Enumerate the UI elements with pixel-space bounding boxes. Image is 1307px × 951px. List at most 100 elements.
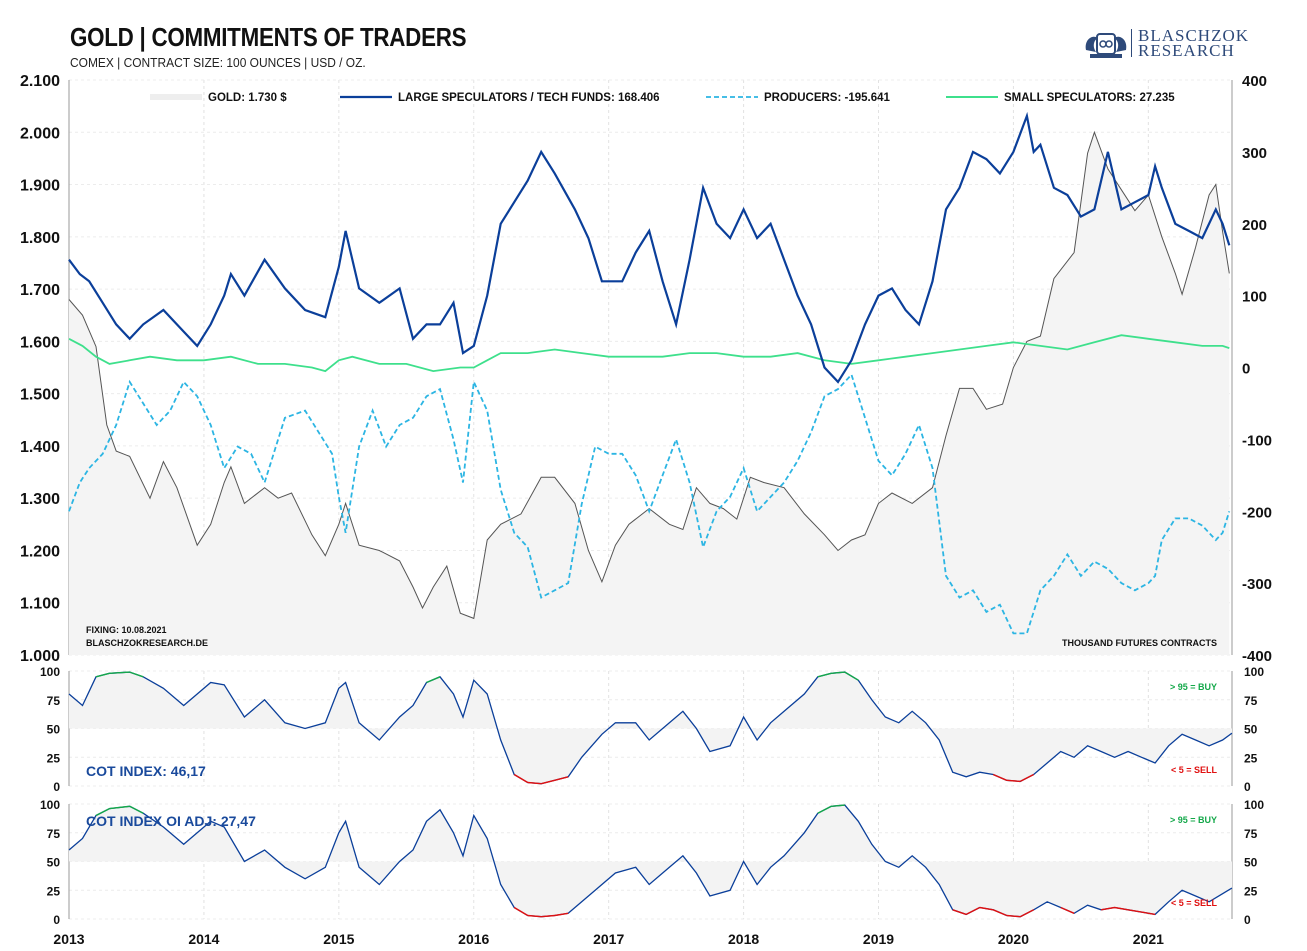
x-axis-tick-label: 2020 (998, 931, 1029, 947)
index-left-tick-label: 75 (47, 694, 61, 708)
index-left-tick-label: 0 (53, 913, 60, 927)
sell-zone-segment (1100, 906, 1115, 911)
left-axis-tick-label: 1.500 (20, 387, 60, 404)
index-right-tick-label: 0 (1244, 913, 1251, 927)
sell-zone-segment (554, 912, 569, 917)
x-axis-tick-label: 2013 (53, 931, 84, 947)
x-axis-tick-label: 2018 (728, 931, 759, 947)
sell-zone-segment (527, 781, 542, 785)
logo-line2: RESEARCH (1138, 41, 1235, 60)
index-line (68, 671, 1233, 785)
sell-zone-segment (1006, 779, 1021, 783)
legend-label-small_specs: SMALL SPECULATORS: 27.235 (1004, 92, 1175, 104)
left-axis-tick-label: 1.000 (20, 648, 60, 665)
index-right-tick-label: 100 (1244, 798, 1264, 812)
x-axis-tick-label: 2021 (1133, 931, 1164, 947)
x-axis-tick-label: 2014 (188, 931, 219, 947)
legend-label-large_specs: LARGE SPECULATORS / TECH FUNDS: 168.406 (398, 92, 660, 104)
index-left-tick-label: 100 (40, 798, 60, 812)
index-left-tick-label: 75 (47, 827, 61, 841)
right-axis-tick-label: 200 (1242, 217, 1267, 234)
buy-zone-segment (817, 805, 832, 814)
sell-threshold-label: < 5 = SELL (1171, 765, 1218, 775)
right-axis-tick-label: 100 (1242, 289, 1267, 306)
right-axis-tick-label: 400 (1242, 73, 1267, 90)
sell-zone-segment (1114, 906, 1129, 911)
index-left-tick-label: 25 (47, 884, 61, 898)
logo-line1: BLASCHZOK (1138, 26, 1250, 45)
left-axis-tick-label: 1.800 (20, 230, 60, 247)
logo-divider (1131, 29, 1132, 57)
index-left-tick-label: 100 (40, 665, 60, 679)
buy-zone-segment (109, 805, 130, 810)
index-right-tick-label: 0 (1244, 780, 1251, 794)
buy-zone-segment (426, 676, 441, 684)
buy-threshold-label: > 95 = BUY (1170, 682, 1217, 692)
producers-line (68, 372, 1231, 635)
x-axis-tick-label: 2017 (593, 931, 624, 947)
sell-zone-segment (992, 773, 1007, 781)
sell-zone-segment (965, 906, 981, 916)
sell-zone-segment (527, 914, 542, 918)
left-axis-tick-label: 1.900 (20, 178, 60, 195)
buy-zone-segment (109, 671, 130, 674)
lion-crest-icon (1085, 33, 1127, 58)
index-area (69, 805, 1232, 917)
legend-label-producers: PRODUCERS: -195.641 (764, 92, 891, 104)
sell-zone-segment (513, 773, 529, 784)
index-right-tick-label: 75 (1244, 694, 1258, 708)
left-axis-tick-label: 1.600 (20, 334, 60, 351)
sell-threshold-label: < 5 = SELL (1171, 898, 1218, 908)
buy-zone-segment (129, 671, 144, 678)
sell-zone-segment (513, 906, 529, 917)
sell-zone-segment (1019, 909, 1035, 918)
left-axis-tick-label: 1.100 (20, 596, 60, 613)
cot-index-oi-adj-label: COT INDEX OI ADJ: 27,47 (86, 813, 256, 829)
left-axis-tick-label: 1.700 (20, 282, 60, 299)
large-speculators-line (68, 111, 1231, 384)
buy-zone-segment (95, 807, 110, 817)
sell-zone-segment (992, 909, 1007, 917)
page-subtitle: COMEX | CONTRACT SIZE: 100 OUNCES | USD … (70, 55, 366, 70)
unit-note: THOUSAND FUTURES CONTRACTS (1062, 638, 1217, 648)
index-right-tick-label: 100 (1244, 665, 1264, 679)
index-left-tick-label: 50 (47, 856, 61, 870)
right-axis-tick-label: -100 (1242, 432, 1272, 449)
sell-zone-segment (541, 914, 555, 918)
cot-index-label: COT INDEX: 46,17 (86, 763, 206, 779)
source-url: BLASCHZOKRESEARCH.DE (86, 638, 208, 648)
buy-zone-segment (844, 671, 859, 681)
index-line (68, 804, 1233, 918)
left-axis-tick-label: 1.300 (20, 491, 60, 508)
right-axis-tick-label: -400 (1242, 648, 1272, 665)
sell-zone-segment (541, 779, 555, 785)
fixing-date: FIXING: 10.08.2021 (86, 625, 167, 635)
buy-zone-segment (129, 805, 144, 814)
buy-zone-segment (831, 804, 845, 807)
x-axis-tick-label: 2015 (323, 931, 354, 947)
page-title: GOLD | COMMITMENTS OF TRADERS (70, 22, 467, 52)
index-right-tick-label: 25 (1244, 751, 1258, 765)
right-axis-tick-label: -200 (1242, 504, 1272, 521)
small-speculators-line (68, 334, 1230, 373)
sell-zone-segment (1006, 914, 1021, 918)
right-axis-tick-label: 300 (1242, 145, 1267, 162)
left-axis-tick-label: 2.000 (20, 125, 60, 142)
index-left-tick-label: 50 (47, 723, 61, 737)
buy-zone-segment (817, 672, 832, 678)
index-right-tick-label: 50 (1244, 723, 1258, 737)
index-left-tick-label: 25 (47, 751, 61, 765)
buy-zone-segment (831, 671, 845, 674)
right-axis-tick-label: 0 (1242, 361, 1250, 378)
x-axis-tick-label: 2016 (458, 931, 489, 947)
left-axis-tick-label: 1.400 (20, 439, 60, 456)
buy-threshold-label: > 95 = BUY (1170, 815, 1217, 825)
right-axis-tick-label: -300 (1242, 576, 1272, 593)
sell-zone-segment (554, 776, 569, 781)
sell-zone-segment (1141, 911, 1156, 916)
sell-zone-segment (979, 906, 994, 911)
sell-zone-segment (952, 909, 967, 916)
gold-price-line (68, 130, 1230, 620)
sell-zone-segment (1127, 909, 1142, 913)
